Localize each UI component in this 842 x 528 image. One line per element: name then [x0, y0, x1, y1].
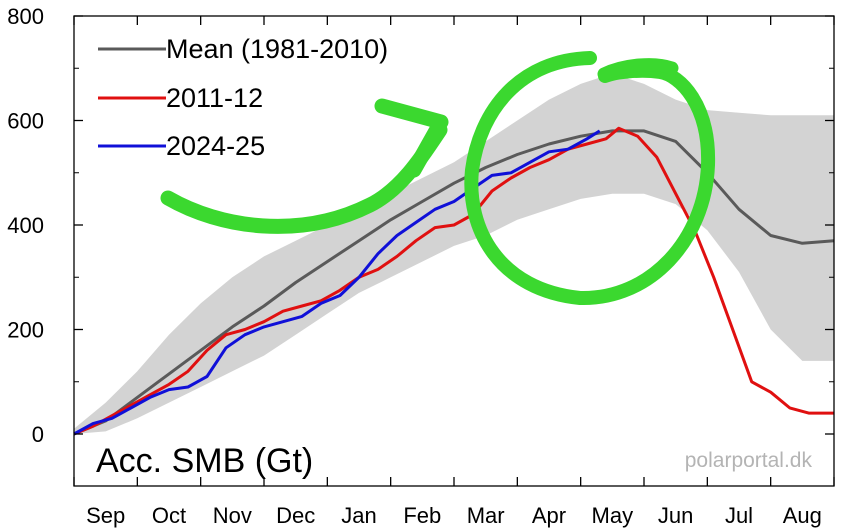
x-tick-label: Dec: [276, 503, 315, 528]
y-axis-label: Acc. SMB (Gt): [96, 442, 313, 480]
hand-drawn-annotations: [160, 51, 716, 306]
x-ticks: Sep Oct Nov Dec Jan Feb Mar Apr May Jun Jul Aug: [73, 16, 835, 528]
x-tick-label: Feb: [403, 503, 441, 528]
x-tick-label: Aug: [783, 503, 822, 528]
x-tick-label: Mar: [467, 503, 505, 528]
x-tick-label: Apr: [532, 503, 566, 528]
annotation-arrow-head: [374, 98, 449, 178]
y-tick-label: 600: [7, 109, 44, 134]
x-tick-label: Oct: [152, 503, 186, 528]
y-tick-label: 200: [7, 318, 44, 343]
annotation-circle: [464, 51, 716, 306]
x-tick-label: Jul: [725, 503, 753, 528]
legend-label-2024-25: 2024-25: [166, 131, 265, 161]
x-tick-label: Nov: [213, 503, 252, 528]
series-line-1: [73, 126, 834, 436]
range-band-layer: [74, 73, 834, 434]
range-band: [74, 73, 834, 434]
credit-text: polarportal.dk: [685, 449, 813, 472]
annotation-circle-tail: [597, 58, 679, 81]
x-tick-label: Jan: [341, 503, 376, 528]
y-tick-label: 800: [7, 4, 44, 29]
x-tick-label: Sep: [86, 503, 125, 528]
y-ticks: 0 200 400 600 800: [7, 4, 834, 447]
series-line-2: [73, 129, 601, 436]
y-tick-label: 0: [32, 422, 44, 447]
legend-label-2011-12: 2011-12: [166, 83, 263, 113]
legend-label-mean: Mean (1981-2010): [166, 34, 388, 64]
x-tick-label: May: [592, 503, 634, 528]
y-tick-label: 400: [7, 213, 44, 238]
legend: Mean (1981-2010) 2011-12 2024-25: [98, 34, 388, 161]
x-tick-label: Jun: [658, 503, 693, 528]
